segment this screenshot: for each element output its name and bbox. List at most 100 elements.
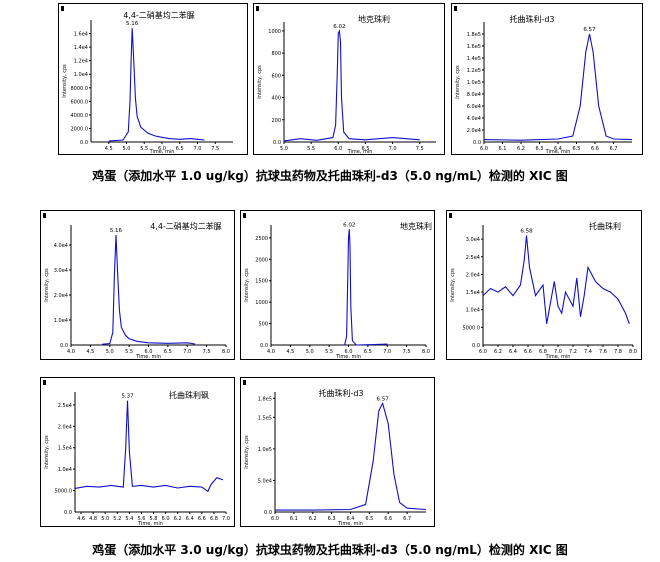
x-tick-label: 8.0: [629, 349, 637, 355]
x-tick-label: 6.4: [186, 516, 194, 522]
y-axis-label: Intensity, cps: [455, 65, 461, 99]
x-tick-label: 5.0: [101, 516, 109, 522]
y-tick-label: 1.0e4: [58, 467, 72, 473]
x-axis-label: Time, min: [137, 521, 163, 526]
y-tick-label: 2.0e4: [54, 293, 68, 299]
peak-label: 5.16: [126, 21, 139, 27]
y-tick-label: 1.8e5: [258, 396, 272, 402]
y-tick-label: 0.0: [472, 343, 480, 349]
chart-panel-1: 4.5 5.0 5.5 6.0 6.5 7.0 7.5 2000.0 4000.0 6000.0 8…: [58, 3, 248, 155]
x-tick-label: 5.5: [307, 146, 315, 152]
chart-title: 托曲珠利砜: [169, 390, 209, 400]
chart-svg: 4.6 4.8 5.0 5.2 5.4 5.6 5.8 6.0 6.2 6.4 6.6 6.8 7.0 5…: [44, 390, 230, 526]
y-tick-label: 1.6e4: [74, 32, 88, 38]
x-tick-label: 6.5: [164, 349, 172, 355]
x-axis-label: Time, min: [335, 354, 361, 359]
y-tick-label: 1.2e4: [74, 59, 88, 65]
y-tick-label: 500: [258, 322, 268, 328]
series-line: [344, 229, 388, 346]
y-tick-label: 0.0: [60, 343, 68, 349]
peak-label: 6.57: [583, 27, 596, 33]
x-tick-label: 4.5: [86, 349, 94, 355]
x-tick-label: 6.6: [591, 146, 599, 152]
x-tick-label: 5.0: [280, 146, 288, 152]
x-tick-label: 5.4: [125, 516, 133, 522]
x-axis-label: Time, min: [135, 354, 161, 359]
x-tick-label: 7.0: [183, 349, 191, 355]
x-tick-label: 5.5: [140, 146, 148, 152]
panel-marker: [454, 6, 457, 11]
panel-marker: [61, 6, 64, 11]
chart-panel-2: 5.0 5.5 6.0 6.5 7.0 7.5 200 400 600 800 1000 0.0 Tim…: [253, 3, 445, 155]
panel-marker: [256, 6, 259, 11]
y-tick-label: 800: [271, 51, 281, 57]
series-line: [283, 28, 420, 142]
chart-title: 4,4-二硝基均二苯脲: [150, 221, 222, 231]
x-tick-label: 5.8: [150, 516, 158, 522]
series-line: [74, 400, 224, 493]
y-tick-label: 5000.0: [55, 489, 73, 495]
y-tick-label: 1.0e5: [258, 447, 272, 453]
x-tick-label: 6.4: [347, 516, 355, 522]
chart-svg: 6.0 6.1 6.2 6.3 6.4 6.5 6.6 6.7 5.0e4 1.0e5 1.5e5 1…: [244, 388, 427, 526]
y-tick-label: 2.0e4: [58, 424, 72, 430]
x-tick-label: 4.8: [89, 516, 97, 522]
chart-svg: 4.5 5.0 5.5 6.0 6.5 7.0 7.5 2000.0 4000.0 6000.0 8…: [62, 10, 233, 154]
x-tick-label: 4.5: [105, 146, 113, 152]
x-tick-label: 6.2: [309, 516, 317, 522]
y-axis-label: Intensity, cps: [44, 268, 50, 302]
chart-title: 托曲珠利: [589, 221, 621, 231]
y-tick-label: 2.0e4: [466, 272, 480, 278]
x-tick-label: 6.6: [524, 349, 532, 355]
y-tick-label: 8.0e4: [467, 92, 481, 98]
x-tick-label: 5.0: [106, 349, 114, 355]
x-tick-label: 5.0: [123, 146, 131, 152]
x-tick-label: 6.0: [271, 516, 279, 522]
y-tick-label: 3.0e4: [466, 237, 480, 243]
y-tick-label: 200: [271, 118, 281, 124]
chart-title: 地克珠利: [400, 221, 432, 231]
y-tick-label: 1500: [255, 279, 268, 285]
y-tick-label: 600: [271, 73, 281, 79]
x-tick-label: 5.2: [113, 516, 121, 522]
panel-marker: [243, 213, 246, 218]
y-tick-label: 5000.0: [463, 325, 481, 331]
y-axis-label: Intensity, cps: [244, 435, 250, 469]
x-tick-label: 4.6: [77, 516, 85, 522]
y-tick-label: 6000.0: [71, 99, 89, 105]
x-tick-label: 6.0: [162, 516, 170, 522]
x-tick-label: 5.0: [306, 349, 314, 355]
x-axis-label: Time, min: [545, 354, 571, 359]
x-tick-label: 6.6: [198, 516, 206, 522]
x-tick-label: 6.0: [480, 146, 488, 152]
x-tick-label: 6.3: [328, 516, 336, 522]
x-tick-label: 6.7: [403, 516, 411, 522]
y-tick-label: 1000: [268, 29, 281, 35]
x-tick-label: 7.0: [194, 146, 202, 152]
x-axis-label: Time, min: [337, 521, 363, 526]
y-tick-label: 4.0e4: [467, 116, 481, 122]
peak-label: 6.58: [520, 229, 533, 235]
x-axis-label: Time, min: [347, 149, 373, 154]
x-tick-label: 6.0: [145, 349, 153, 355]
panel-marker: [243, 380, 246, 385]
x-axis-label: Time, min: [149, 149, 175, 154]
peak-label: 6.02: [333, 24, 345, 30]
y-tick-label: 1.5e4: [466, 290, 480, 296]
x-tick-label: 7.5: [416, 146, 424, 152]
x-tick-label: 6.5: [361, 146, 369, 152]
x-tick-label: 6.0: [345, 349, 353, 355]
y-axis-label: Intensity, cps: [244, 268, 250, 302]
y-tick-label: 1.5e5: [258, 415, 272, 421]
y-tick-label: 0.0: [260, 343, 268, 349]
chart-svg: 6.0 6.1 6.2 6.3 6.4 6.5 6.6 6.7 2.0e4 4.0e4 6.0e4 8…: [455, 14, 633, 154]
panel-marker: [449, 213, 452, 218]
x-tick-label: 6.5: [364, 349, 372, 355]
y-tick-label: 1.4e4: [74, 45, 88, 51]
x-tick-label: 6.0: [334, 146, 342, 152]
y-tick-label: 4000.0: [71, 113, 89, 119]
x-tick-label: 6.2: [517, 146, 525, 152]
y-tick-label: 1.0e5: [467, 80, 481, 86]
chart-title: 托曲珠利-d3: [318, 388, 363, 398]
x-tick-label: 6.5: [365, 516, 373, 522]
